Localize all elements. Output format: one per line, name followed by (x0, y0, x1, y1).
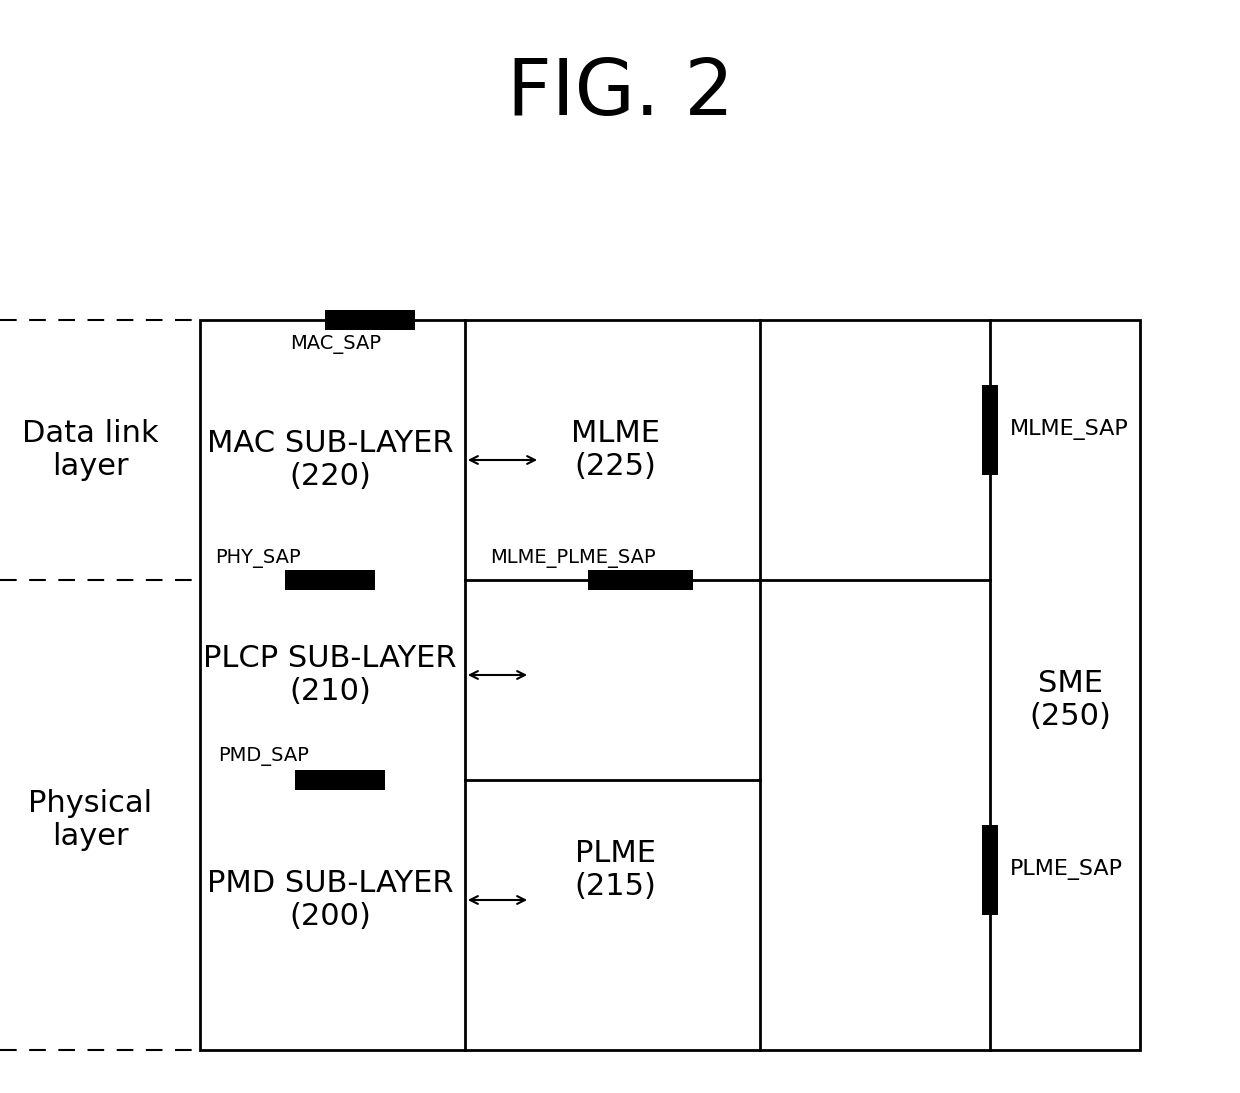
Text: PLME_SAP: PLME_SAP (1011, 859, 1123, 881)
Bar (982, 825, 998, 915)
Bar (588, 571, 692, 590)
Text: MAC SUB-LAYER
(220): MAC SUB-LAYER (220) (207, 428, 454, 491)
Bar (285, 571, 374, 590)
Text: PLME
(215): PLME (215) (574, 838, 656, 902)
Text: PMD SUB-LAYER
(200): PMD SUB-LAYER (200) (207, 869, 454, 931)
Text: Physical
layer: Physical layer (29, 789, 153, 851)
Text: PLCP SUB-LAYER
(210): PLCP SUB-LAYER (210) (203, 644, 456, 706)
Bar (200, 320, 1140, 1050)
Text: MLME
(225): MLME (225) (570, 419, 660, 481)
Bar (325, 310, 415, 330)
Text: PMD_SAP: PMD_SAP (218, 747, 309, 765)
Text: MLME_PLME_SAP: MLME_PLME_SAP (490, 549, 656, 567)
Bar (295, 769, 384, 790)
Text: MLME_SAP: MLME_SAP (1011, 420, 1128, 440)
Text: MAC_SAP: MAC_SAP (290, 336, 381, 354)
Text: PHY_SAP: PHY_SAP (215, 549, 300, 567)
Text: SME
(250): SME (250) (1029, 669, 1111, 731)
Bar (982, 385, 998, 475)
Text: Data link
layer: Data link layer (21, 419, 159, 481)
Text: FIG. 2: FIG. 2 (507, 55, 733, 131)
